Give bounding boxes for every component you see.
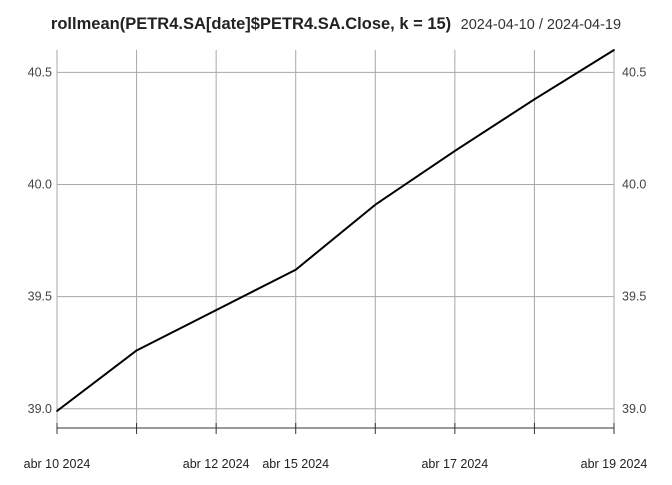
grid-layer [56, 50, 615, 428]
x-tick-label: abr 17 2024 [421, 457, 488, 471]
y-tick-label-right: 40.5 [622, 65, 646, 79]
y-tick-label-left: 39.5 [28, 290, 52, 304]
chart-title-main: rollmean(PETR4.SA[date]$PETR4.SA.Close, … [51, 15, 451, 33]
x-axis [56, 423, 615, 434]
y-tick-label-right: 39.0 [622, 402, 646, 416]
series-layer [56, 49, 615, 412]
y-tick-label-left: 40.5 [28, 65, 52, 79]
data-point [374, 203, 377, 206]
data-point [215, 309, 218, 311]
data-point [135, 349, 138, 352]
x-tick-label: abr 19 2024 [581, 457, 648, 471]
data-point [453, 150, 456, 152]
tick-labels: 39.0 39.0 39.5 39.5 40.0 40.0 40.5 40.5 abr 10 2… [24, 65, 648, 471]
data-point [613, 49, 615, 51]
data-point [533, 98, 536, 101]
x-tick-label: abr 10 2024 [24, 457, 91, 471]
y-tick-label-right: 39.5 [622, 290, 646, 304]
series-line [56, 49, 615, 412]
y-tick-label-left: 40.0 [28, 178, 52, 192]
chart-title-date-range: 2024-04-10 / 2024-04-19 [461, 17, 621, 33]
data-point [294, 268, 297, 271]
data-point [56, 410, 58, 412]
chart-title: rollmean(PETR4.SA[date]$PETR4.SA.Close, … [51, 15, 621, 33]
x-tick-label: abr 12 2024 [183, 457, 250, 471]
y-tick-label-left: 39.0 [28, 402, 52, 416]
x-tick-label: abr 15 2024 [262, 457, 329, 471]
y-tick-label-right: 40.0 [622, 178, 646, 192]
